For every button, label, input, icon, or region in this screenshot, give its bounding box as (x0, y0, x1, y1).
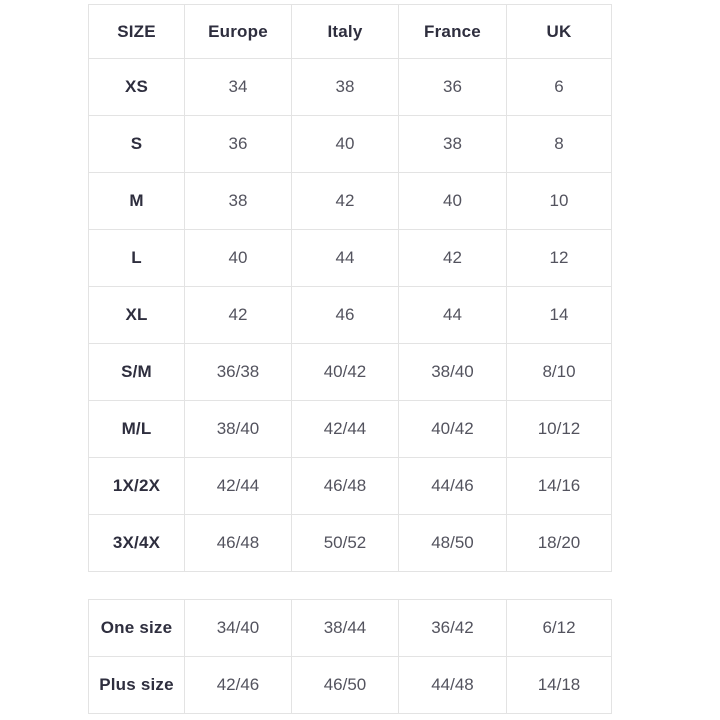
cell-france: 40 (398, 172, 507, 230)
cell-uk: 8/10 (506, 343, 612, 401)
row-label: XL (88, 286, 185, 344)
row-label: M/L (88, 400, 185, 458)
cell-uk: 14 (506, 286, 612, 344)
cell-europe: 46/48 (184, 514, 292, 572)
cell-italy: 46 (291, 286, 399, 344)
row-label: 1X/2X (88, 457, 185, 515)
column-header-italy: Italy (291, 4, 399, 59)
column-header-france: France (398, 4, 507, 59)
table-row-xs: XS 34 38 36 6 (88, 58, 612, 116)
cell-uk: 8 (506, 115, 612, 173)
cell-uk: 10 (506, 172, 612, 230)
cell-italy: 46/48 (291, 457, 399, 515)
cell-italy: 38 (291, 58, 399, 116)
cell-france: 38 (398, 115, 507, 173)
cell-uk: 6/12 (506, 599, 612, 657)
table-row-l: L 40 44 42 12 (88, 229, 612, 287)
table-row-s: S 36 40 38 8 (88, 115, 612, 173)
cell-europe: 34/40 (184, 599, 292, 657)
cell-france: 36/42 (398, 599, 507, 657)
cell-france: 36 (398, 58, 507, 116)
cell-uk: 6 (506, 58, 612, 116)
table-row-one-size: One size 34/40 38/44 36/42 6/12 (88, 599, 612, 657)
cell-italy: 42/44 (291, 400, 399, 458)
cell-france: 40/42 (398, 400, 507, 458)
cell-europe: 38/40 (184, 400, 292, 458)
cell-europe: 34 (184, 58, 292, 116)
row-label: S (88, 115, 185, 173)
table-row-3x-4x: 3X/4X 46/48 50/52 48/50 18/20 (88, 514, 612, 572)
table-row-1x-2x: 1X/2X 42/44 46/48 44/46 14/16 (88, 457, 612, 515)
table-row-s-m: S/M 36/38 40/42 38/40 8/10 (88, 343, 612, 401)
column-header-europe: Europe (184, 4, 292, 59)
cell-europe: 42 (184, 286, 292, 344)
table-row-m-l: M/L 38/40 42/44 40/42 10/12 (88, 400, 612, 458)
column-header-uk: UK (506, 4, 612, 59)
cell-italy: 40 (291, 115, 399, 173)
cell-uk: 12 (506, 229, 612, 287)
cell-france: 44/46 (398, 457, 507, 515)
cell-italy: 46/50 (291, 656, 399, 714)
cell-italy: 42 (291, 172, 399, 230)
cell-europe: 38 (184, 172, 292, 230)
row-label: Plus size (88, 656, 185, 714)
cell-italy: 50/52 (291, 514, 399, 572)
table-header-row: SIZE Europe Italy France UK (88, 4, 612, 59)
table-row-xl: XL 42 46 44 14 (88, 286, 612, 344)
cell-france: 38/40 (398, 343, 507, 401)
size-conversion-table: SIZE Europe Italy France UK XS 34 38 36 … (88, 4, 612, 572)
cell-europe: 36/38 (184, 343, 292, 401)
cell-uk: 10/12 (506, 400, 612, 458)
cell-italy: 38/44 (291, 599, 399, 657)
cell-europe: 40 (184, 229, 292, 287)
cell-france: 42 (398, 229, 507, 287)
one-size-plus-size-table: One size 34/40 38/44 36/42 6/12 Plus siz… (88, 599, 612, 714)
row-label: M (88, 172, 185, 230)
cell-europe: 42/46 (184, 656, 292, 714)
cell-france: 44/48 (398, 656, 507, 714)
cell-italy: 44 (291, 229, 399, 287)
row-label: One size (88, 599, 185, 657)
cell-uk: 14/16 (506, 457, 612, 515)
row-label: S/M (88, 343, 185, 401)
cell-europe: 42/44 (184, 457, 292, 515)
cell-france: 48/50 (398, 514, 507, 572)
table-row-m: M 38 42 40 10 (88, 172, 612, 230)
row-label: 3X/4X (88, 514, 185, 572)
table-row-plus-size: Plus size 42/46 46/50 44/48 14/18 (88, 656, 612, 714)
cell-uk: 18/20 (506, 514, 612, 572)
row-label: XS (88, 58, 185, 116)
row-label: L (88, 229, 185, 287)
cell-europe: 36 (184, 115, 292, 173)
cell-italy: 40/42 (291, 343, 399, 401)
cell-uk: 14/18 (506, 656, 612, 714)
cell-france: 44 (398, 286, 507, 344)
column-header-size: SIZE (88, 4, 185, 59)
